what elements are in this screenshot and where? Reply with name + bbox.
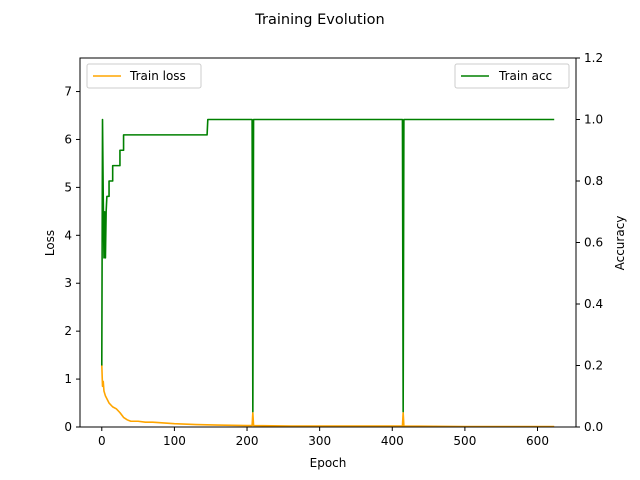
x-tick-label: 300: [308, 434, 331, 448]
y-left-tick-label: 7: [64, 85, 72, 99]
x-tick-label: 200: [236, 434, 259, 448]
y-axis-right: 0.0 0.2 0.4 0.6 0.8 1.0 1.2: [576, 51, 603, 434]
y-left-axis-title: Loss: [43, 230, 57, 256]
y-left-tick-label: 2: [64, 324, 72, 338]
legend-label-train-acc: Train acc: [498, 69, 552, 83]
y-left-tick-label: 3: [64, 276, 72, 290]
x-tick-label: 500: [453, 434, 476, 448]
x-axis-title: Epoch: [310, 456, 347, 470]
y-left-tick-label: 0: [64, 420, 72, 434]
legend-frame: [454, 63, 570, 89]
legend-frame: [86, 63, 202, 89]
legend-train-acc: Train acc: [454, 63, 570, 89]
chart-title: Training Evolution: [254, 12, 384, 28]
y-right-tick-label: 0.6: [584, 236, 603, 250]
x-tick-label: 600: [526, 434, 549, 448]
y-left-tick-label: 5: [64, 180, 72, 194]
x-tick-label: 100: [163, 434, 186, 448]
y-right-tick-label: 0.0: [584, 420, 603, 434]
x-tick-label: 400: [381, 434, 404, 448]
x-tick-label: 0: [98, 434, 106, 448]
y-right-tick-label: 0.2: [584, 359, 603, 373]
series-line-train-acc: [100, 118, 555, 413]
y-right-tick-label: 0.8: [584, 174, 603, 188]
legend-train-loss: Train loss: [86, 63, 202, 89]
series-line-train-loss: [100, 364, 555, 428]
y-right-axis-title: Accuracy: [613, 216, 627, 271]
legend-label-train-loss: Train loss: [129, 69, 186, 83]
x-axis: 0 100 200 300 400 500 600: [98, 427, 549, 448]
y-right-tick-label: 1.2: [584, 51, 603, 65]
y-left-tick-label: 6: [64, 132, 72, 146]
y-right-tick-label: 0.4: [584, 297, 603, 311]
y-left-tick-label: 4: [64, 228, 72, 242]
plot-frame: [79, 57, 577, 428]
y-left-tick-label: 1: [64, 372, 72, 386]
y-axis-left: 0 1 2 3 4 5 6 7: [64, 85, 80, 434]
y-right-tick-label: 1.0: [584, 113, 603, 127]
